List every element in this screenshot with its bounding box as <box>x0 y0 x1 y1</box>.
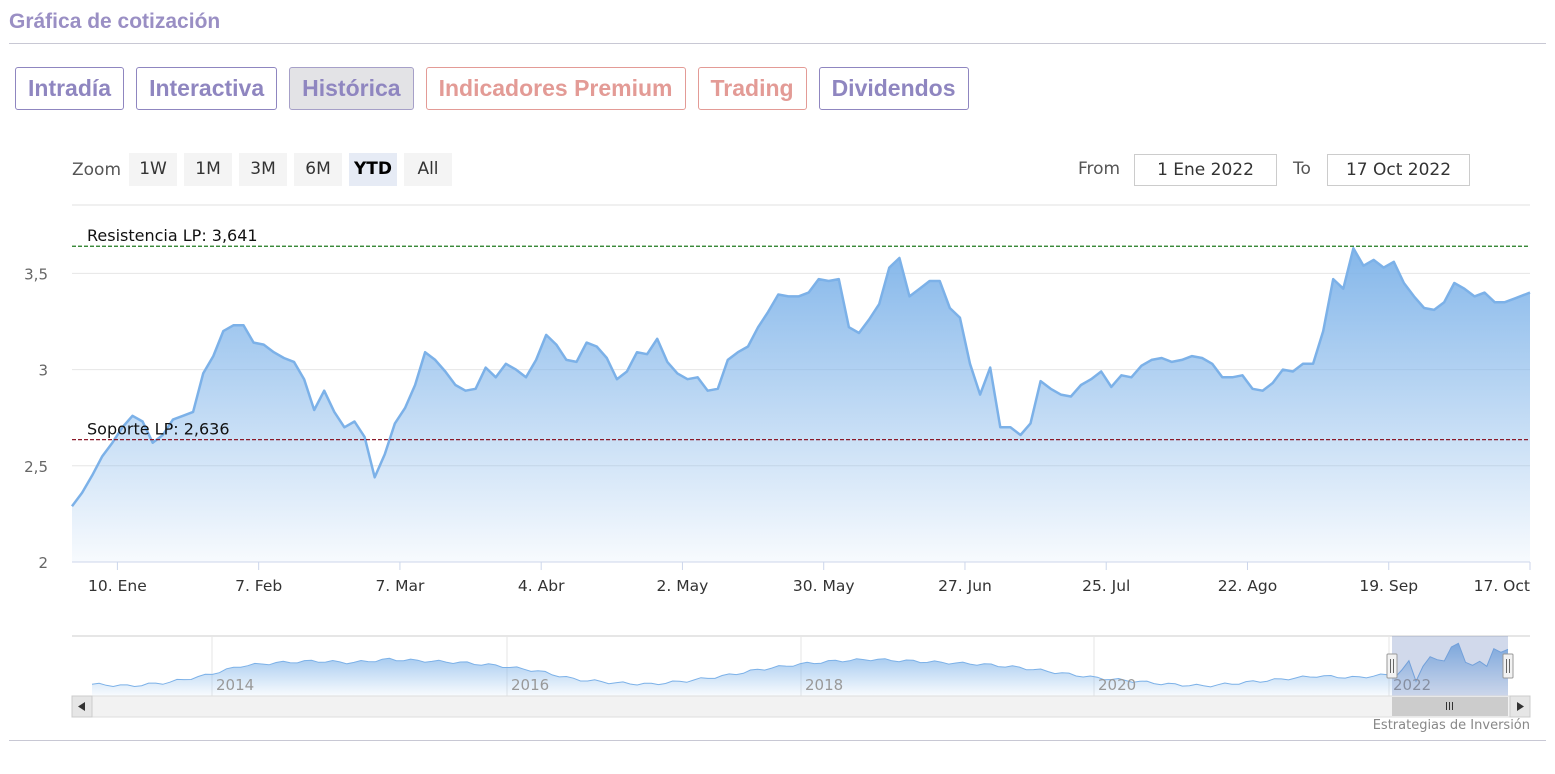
bottom-divider <box>9 740 1546 741</box>
grid-lines <box>72 272 1530 467</box>
navigator-year-label: 2016 <box>511 676 549 694</box>
y-axis-ticks: 2 2,5 3 3,5 <box>24 265 48 572</box>
zoom-all-button[interactable]: All <box>404 153 452 186</box>
y-tick-label: 2,5 <box>24 458 48 476</box>
chart-tabs: Intradía Interactiva Histórica Indicador… <box>15 67 969 110</box>
to-date-input[interactable]: 17 Oct 2022 <box>1327 154 1470 186</box>
y-tick-label: 3 <box>38 362 48 380</box>
scrollbar <box>71 695 1531 718</box>
navigator-year-label: 2014 <box>216 676 254 694</box>
zoom-1w-button[interactable]: 1W <box>129 153 177 186</box>
scrollbar-track <box>71 695 1531 718</box>
to-label: To <box>1293 159 1311 179</box>
price-line <box>70 247 1531 507</box>
scroll-left-arrow-icon <box>78 702 85 711</box>
zoom-1m-button[interactable]: 1M <box>184 153 232 186</box>
navigator-area <box>92 643 1508 696</box>
x-tick-label: 10. Ene <box>88 577 147 595</box>
tab-interactiva[interactable]: Interactiva <box>136 67 278 110</box>
scrollbar-right-button <box>1509 695 1531 718</box>
x-tick-label: 17. Oct <box>1474 577 1530 595</box>
title-divider <box>9 43 1546 44</box>
tab-indicadores-premium[interactable]: Indicadores Premium <box>425 67 686 110</box>
tab-trading[interactable]: Trading <box>697 67 807 110</box>
from-label: From <box>1078 159 1121 179</box>
navigator: 2014 2016 2018 2020 2022 <box>72 635 1530 696</box>
x-tick-label: 7. Feb <box>235 577 282 595</box>
x-axis-ticks: 10. Ene 7. Feb 7. Mar 4. Abr 2. May 30. May 27… <box>88 562 1531 595</box>
chart-credits[interactable]: Estrategias de Inversión <box>1372 718 1530 733</box>
x-tick-label: 2. May <box>657 577 709 595</box>
navigator-year-label: 2020 <box>1098 676 1136 694</box>
navigator-year-ticks: 2014 2016 2018 2020 2022 <box>216 676 1431 694</box>
x-tick-label: 25. Jul <box>1082 577 1130 595</box>
navigator-year-label: 2022 <box>1393 676 1431 694</box>
x-tick-label: 27. Jun <box>938 577 992 595</box>
navigator-left-handle <box>1386 653 1398 679</box>
page-title: Gráfica de cotización <box>9 10 221 33</box>
y-tick-label: 2 <box>38 554 48 572</box>
navigator-grid <box>211 636 1390 696</box>
reference-lines: Resistencia LP: 3,641 Soporte LP: 2,636 <box>72 226 1530 441</box>
x-tick-label: 7. Mar <box>375 577 425 595</box>
navigator-line <box>91 642 1509 688</box>
zoom-label: Zoom <box>72 160 122 180</box>
tab-historica[interactable]: Histórica <box>289 67 414 110</box>
navigator-year-label: 2018 <box>805 676 843 694</box>
scrollbar-left-button <box>71 695 93 718</box>
x-tick-label: 30. May <box>793 577 855 595</box>
x-tick-label: 4. Abr <box>518 577 565 595</box>
scroll-right-arrow-icon <box>1517 702 1524 711</box>
zoom-3m-button[interactable]: 3M <box>239 153 287 186</box>
zoom-6m-button[interactable]: 6M <box>294 153 342 186</box>
scrollbar-thumb <box>1392 697 1508 716</box>
navigator-right-handle <box>1502 653 1514 679</box>
navigator-selection <box>1392 636 1508 696</box>
zoom-buttons: 1W 1M 3M 6M YTD All <box>129 153 452 186</box>
x-tick-label: 22. Ago <box>1218 577 1278 595</box>
tab-dividendos[interactable]: Dividendos <box>818 67 969 110</box>
price-area <box>72 248 1530 563</box>
y-tick-label: 3,5 <box>24 265 48 283</box>
zoom-ytd-button[interactable]: YTD <box>349 153 397 186</box>
reference-line-label: Soporte LP: 2,636 <box>87 420 230 439</box>
reference-line-label: Resistencia LP: 3,641 <box>87 226 258 245</box>
from-date-input[interactable]: 1 Ene 2022 <box>1134 154 1277 186</box>
tab-intradia[interactable]: Intradía <box>15 67 125 110</box>
x-tick-label: 19. Sep <box>1359 577 1418 595</box>
